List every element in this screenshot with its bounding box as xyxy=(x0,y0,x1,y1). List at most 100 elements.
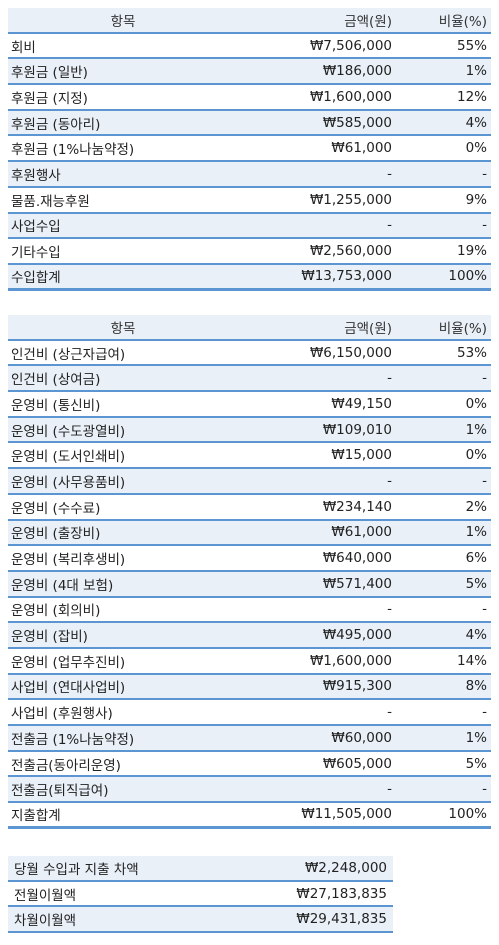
total-item: 지출합계 xyxy=(11,808,61,825)
row-ratio: - xyxy=(482,704,487,721)
row-ratio: 0% xyxy=(465,447,487,464)
header-ratio: 비율(%) xyxy=(438,13,487,30)
table-row: 운영비 (업무추진비) ₩1,600,000 14% xyxy=(8,649,491,675)
row-ratio: 1% xyxy=(465,729,487,746)
row-item: 물품.재능후원 xyxy=(11,193,90,210)
header-amount: 금액(원) xyxy=(344,13,392,30)
expense-header-row: 항목 금액(원) 비율(%) xyxy=(8,315,491,341)
row-item: 운영비 (4대 보험) xyxy=(11,577,114,594)
row-ratio: 53% xyxy=(456,344,487,361)
total-item: 수입합계 xyxy=(11,270,61,287)
income-total-row: 수입합계 ₩13,753,000 100% xyxy=(8,264,491,291)
row-item: 전출금(퇴직급여) xyxy=(11,783,109,800)
row-item: 운영비 (통신비) xyxy=(11,397,101,414)
row-ratio: 1% xyxy=(465,524,487,541)
row-item: 기타수입 xyxy=(11,245,61,262)
expense-total-row: 지출합계 ₩11,505,000 100% xyxy=(8,803,491,829)
table-row: 후원금 (1%나눔약정) ₩61,000 0% xyxy=(8,136,491,163)
row-amount: ₩15,000 xyxy=(331,447,392,464)
summary-item: 당월 수입과 지출 차액 xyxy=(14,861,139,878)
row-item: 운영비 (업무추진비) xyxy=(11,654,126,671)
row-ratio: - xyxy=(482,165,487,182)
row-amount: - xyxy=(387,601,392,618)
row-amount: ₩49,150 xyxy=(331,395,392,412)
table-row: 후원금 (일반) ₩186,000 1% xyxy=(8,59,491,86)
row-ratio: - xyxy=(482,781,487,798)
row-item: 인건비 (상근자급여) xyxy=(11,346,126,363)
expense-table: 항목 금액(원) 비율(%) 인건비 (상근자급여) ₩6,150,000 53… xyxy=(8,315,491,829)
row-ratio: 19% xyxy=(456,243,487,260)
summary-row-difference: 당월 수입과 지출 차액 ₩2,248,000 xyxy=(8,856,393,882)
table-row: 후원금 (동아리) ₩585,000 4% xyxy=(8,110,491,137)
row-amount: - xyxy=(387,704,392,721)
row-ratio: 55% xyxy=(456,37,487,54)
row-ratio: 5% xyxy=(465,755,487,772)
row-item: 운영비 (수수료) xyxy=(11,500,101,517)
row-amount: ₩1,600,000 xyxy=(309,88,392,105)
header-item: 항목 xyxy=(110,320,136,337)
table-row: 전출금(동아리운영) ₩605,000 5% xyxy=(8,752,491,778)
row-amount: ₩605,000 xyxy=(322,755,392,772)
row-ratio: - xyxy=(482,370,487,387)
table-row: 운영비 (잡비) ₩495,000 4% xyxy=(8,623,491,649)
table-row: 후원금 (지정) ₩1,600,000 12% xyxy=(8,85,491,111)
row-ratio: - xyxy=(482,217,487,234)
row-amount: ₩6,150,000 xyxy=(309,344,392,361)
row-item: 후원금 (1%나눔약정) xyxy=(11,142,135,159)
row-item: 운영비 (수도광열비) xyxy=(11,423,126,440)
table-row: 사업비 (연대사업비) ₩915,300 8% xyxy=(8,674,491,701)
row-ratio: 0% xyxy=(465,140,487,157)
header-item: 항목 xyxy=(110,13,136,30)
row-item: 운영비 (복리후생비) xyxy=(11,552,126,569)
row-amount: ₩585,000 xyxy=(322,114,392,131)
table-row: 운영비 (4대 보험) ₩571,400 5% xyxy=(8,571,491,598)
row-amount: ₩60,000 xyxy=(331,729,392,746)
row-amount: - xyxy=(387,781,392,798)
row-item: 운영비 (사무용품비) xyxy=(11,474,126,491)
row-amount: ₩495,000 xyxy=(322,627,392,644)
row-amount: - xyxy=(387,370,392,387)
row-amount: ₩571,400 xyxy=(322,575,392,592)
summary-amount: ₩2,248,000 xyxy=(304,859,387,876)
table-row: 물품.재능후원 ₩1,255,000 9% xyxy=(8,188,491,214)
table-row: 운영비 (사무용품비) - - xyxy=(8,469,491,495)
row-ratio: 8% xyxy=(465,678,487,695)
row-ratio: - xyxy=(482,601,487,618)
table-row: 전출금(퇴직급여) - - xyxy=(8,777,491,804)
row-ratio: 4% xyxy=(465,627,487,644)
table-row: 운영비 (복리후생비) ₩640,000 6% xyxy=(8,546,491,572)
income-table: 항목 금액(원) 비율(%) 회비 ₩7,506,000 55% 후원금 (일반… xyxy=(8,8,491,291)
row-amount: ₩234,140 xyxy=(322,498,392,515)
row-amount: ₩2,560,000 xyxy=(309,243,392,260)
total-ratio: 100% xyxy=(448,806,487,823)
row-amount: ₩61,000 xyxy=(331,140,392,157)
row-amount: - xyxy=(387,217,392,234)
summary-amount: ₩27,183,835 xyxy=(296,885,387,902)
row-ratio: - xyxy=(482,472,487,489)
total-ratio: 100% xyxy=(448,268,487,285)
row-ratio: 2% xyxy=(465,498,487,515)
row-item: 후원금 (지정) xyxy=(11,90,88,107)
row-ratio: 4% xyxy=(465,114,487,131)
row-item: 운영비 (도서인쇄비) xyxy=(11,449,126,466)
row-item: 사업비 (연대사업비) xyxy=(11,680,126,697)
row-item: 운영비 (회의비) xyxy=(11,603,101,620)
row-amount: ₩1,600,000 xyxy=(309,652,392,669)
row-item: 전출금(동아리운영) xyxy=(11,757,121,774)
row-amount: ₩1,255,000 xyxy=(309,191,392,208)
header-ratio: 비율(%) xyxy=(438,320,487,337)
row-item: 운영비 (잡비) xyxy=(11,629,88,646)
table-row: 운영비 (수도광열비) ₩109,010 1% xyxy=(8,417,491,444)
summary-row-previous-balance: 전월이월액 ₩27,183,835 xyxy=(8,882,393,908)
row-amount: ₩109,010 xyxy=(322,421,392,438)
row-amount: ₩7,506,000 xyxy=(309,37,392,54)
row-ratio: 1% xyxy=(465,421,487,438)
income-header-row: 항목 금액(원) 비율(%) xyxy=(8,8,491,34)
table-row: 회비 ₩7,506,000 55% xyxy=(8,34,491,60)
table-row: 운영비 (출장비) ₩61,000 1% xyxy=(8,520,491,547)
row-item: 사업비 (후원행사) xyxy=(11,706,113,723)
table-row: 운영비 (도서인쇄비) ₩15,000 0% xyxy=(8,443,491,470)
row-amount: - xyxy=(387,165,392,182)
row-item: 사업수입 xyxy=(11,219,61,236)
row-item: 회비 xyxy=(11,39,36,56)
